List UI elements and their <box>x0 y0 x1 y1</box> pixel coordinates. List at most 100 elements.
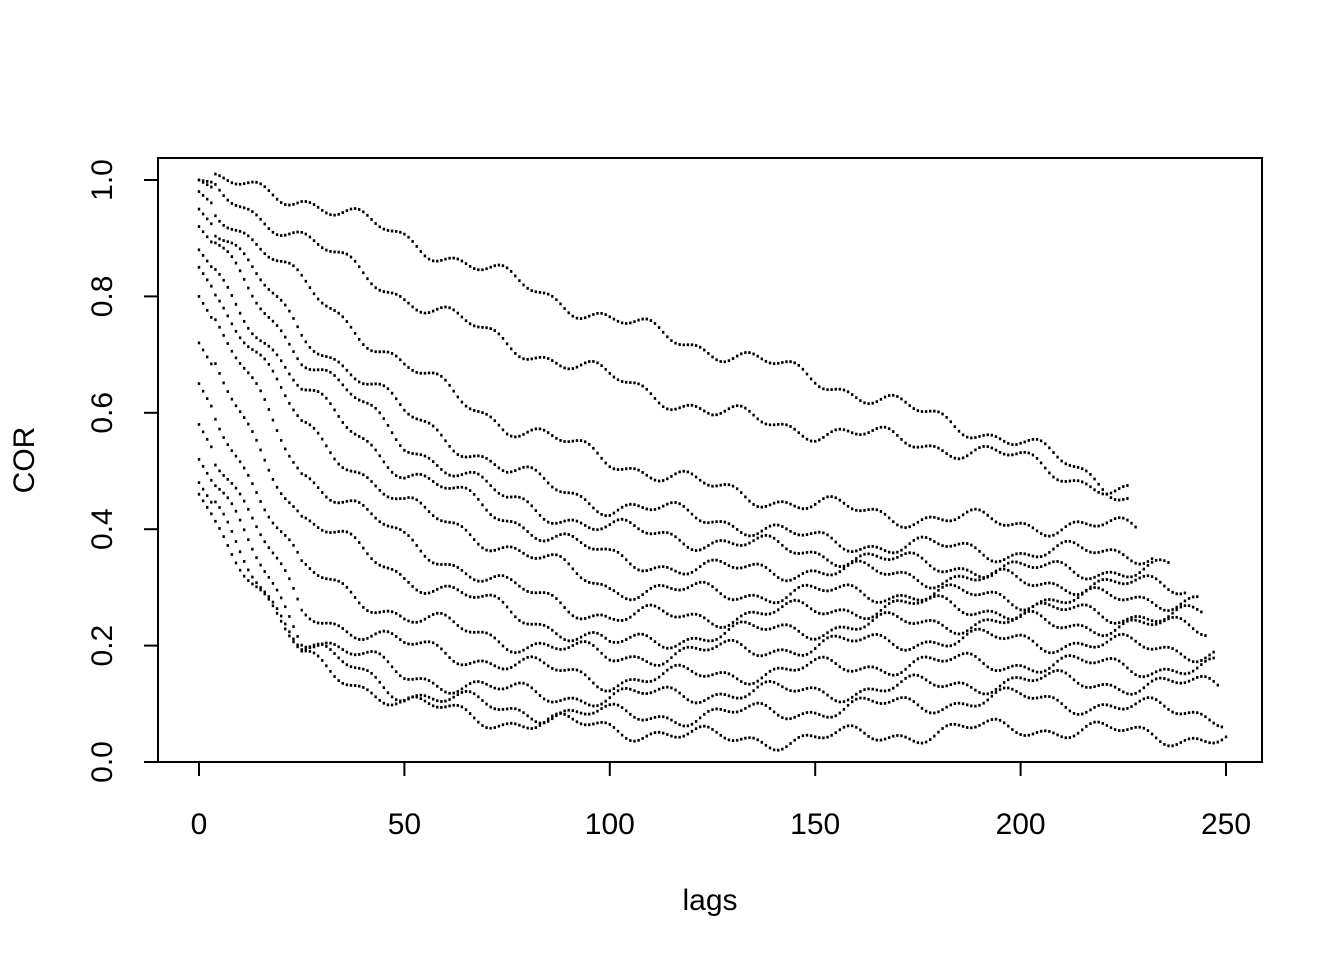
data-point <box>501 667 505 671</box>
data-point <box>1060 541 1063 545</box>
data-point <box>1163 645 1166 649</box>
data-point <box>801 572 805 575</box>
data-point <box>949 420 952 424</box>
data-point <box>333 500 336 504</box>
data-point <box>436 705 439 709</box>
data-point <box>378 630 381 634</box>
data-point <box>616 729 620 733</box>
data-point <box>304 474 308 478</box>
data-point <box>542 642 546 646</box>
data-point <box>781 666 784 670</box>
data-point <box>990 559 994 563</box>
data-point <box>288 309 291 313</box>
data-point <box>998 620 1002 624</box>
data-point <box>777 682 780 686</box>
data-point <box>1134 573 1137 577</box>
data-point <box>711 484 714 488</box>
data-point <box>711 355 714 359</box>
data-point <box>1130 726 1133 730</box>
data-point <box>892 595 895 599</box>
data-point <box>957 542 961 546</box>
data-point <box>1171 710 1174 714</box>
data-point <box>559 364 562 368</box>
data-point <box>957 429 961 433</box>
data-point <box>797 653 800 657</box>
data-point <box>867 734 870 738</box>
data-point <box>415 452 418 456</box>
data-point <box>596 721 599 725</box>
data-point <box>431 613 435 616</box>
data-point <box>846 583 850 587</box>
data-point <box>1060 528 1063 532</box>
data-point <box>337 250 340 254</box>
data-point <box>1085 710 1088 714</box>
data-point <box>1117 621 1121 625</box>
data-point <box>399 614 402 618</box>
data-point <box>612 726 616 729</box>
data-point <box>316 431 320 435</box>
data-point <box>304 279 308 283</box>
data-point <box>616 618 620 622</box>
data-point <box>908 621 911 625</box>
data-point <box>567 610 570 614</box>
data-point <box>600 456 603 460</box>
data-point <box>370 650 373 653</box>
data-point <box>785 745 788 749</box>
data-point <box>867 665 870 669</box>
data-point <box>308 617 312 621</box>
data-point <box>345 426 349 429</box>
data-point <box>797 689 800 693</box>
data-point <box>1150 600 1154 604</box>
data-point <box>653 715 657 719</box>
data-point <box>456 624 460 627</box>
data-point <box>1002 452 1006 456</box>
data-point <box>1097 586 1100 590</box>
data-point <box>744 695 747 699</box>
data-point <box>670 501 673 505</box>
data-point <box>694 568 698 572</box>
data-point <box>1085 685 1088 689</box>
data-point <box>596 709 599 713</box>
data-point <box>497 708 501 711</box>
data-point <box>937 569 940 573</box>
data-point <box>1093 645 1096 649</box>
data-point <box>329 669 332 673</box>
data-point <box>485 326 488 330</box>
data-point <box>1179 712 1183 716</box>
data-point <box>1048 603 1051 607</box>
data-point <box>883 572 887 576</box>
data-point <box>735 710 739 714</box>
data-point <box>1122 582 1125 586</box>
data-point <box>321 354 324 358</box>
data-point <box>637 717 640 721</box>
data-point <box>1113 580 1117 584</box>
data-point <box>1064 462 1067 466</box>
data-point <box>255 525 258 529</box>
data-point <box>908 551 911 555</box>
data-point <box>362 382 365 386</box>
data-point <box>501 546 505 550</box>
data-point <box>715 413 718 417</box>
data-point <box>1105 703 1109 707</box>
data-point <box>830 610 833 614</box>
data-point <box>1002 558 1006 561</box>
data-point <box>612 467 616 471</box>
data-point <box>649 691 653 695</box>
data-point <box>740 491 743 494</box>
data-point <box>1076 641 1080 645</box>
data-point <box>744 646 747 650</box>
data-point <box>551 294 554 298</box>
data-point <box>974 546 977 550</box>
data-point <box>707 648 710 652</box>
data-point <box>719 520 722 523</box>
data-point <box>830 573 833 577</box>
data-point <box>431 704 435 708</box>
data-point <box>756 536 759 540</box>
data-point <box>707 710 710 713</box>
data-point <box>452 691 455 695</box>
data-point <box>1031 566 1035 569</box>
data-point <box>271 258 275 261</box>
data-point <box>994 560 998 564</box>
data-point <box>912 445 915 449</box>
data-point <box>362 686 365 689</box>
